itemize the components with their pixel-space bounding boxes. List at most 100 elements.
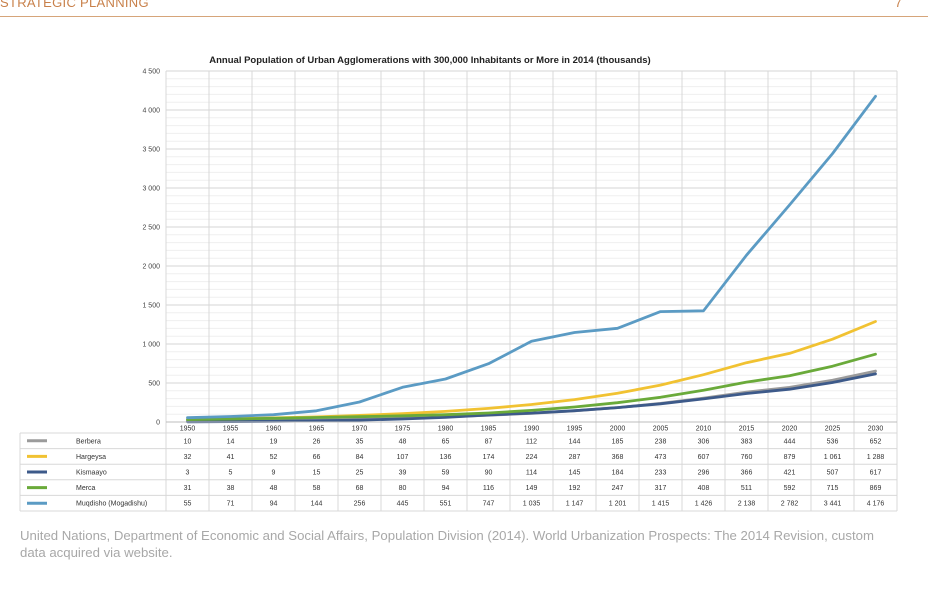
legend-label: Hargeysa [76, 454, 106, 461]
table-cell: 368 [612, 454, 624, 461]
table-cell: 174 [483, 454, 495, 461]
table-cell: 879 [784, 454, 796, 461]
x-tick-label: 1985 [481, 426, 497, 433]
table-cell: 35 [356, 438, 364, 445]
table-cell: 760 [741, 454, 753, 461]
table-cell: 25 [356, 470, 364, 477]
x-tick-label: 2015 [739, 426, 755, 433]
table-cell: 444 [784, 438, 796, 445]
x-tick-label: 2030 [868, 426, 884, 433]
table-cell: 306 [698, 438, 710, 445]
series-line-merca [186, 352, 877, 422]
table-cell: 224 [526, 454, 538, 461]
page-header: STRATEGIC PLANNING 7 [0, 0, 928, 17]
table-cell: 107 [397, 454, 409, 461]
table-cell: 2 782 [781, 501, 799, 508]
table-cell: 238 [655, 438, 667, 445]
table-cell: 507 [827, 470, 839, 477]
table-cell: 1 201 [609, 501, 627, 508]
legend-label: Kismaayo [76, 470, 107, 477]
series-line-muqdisho-mogadishu [186, 94, 877, 420]
table-cell: 52 [270, 454, 278, 461]
table-cell: 747 [483, 501, 495, 508]
table-cell: 421 [784, 470, 796, 477]
table-cell: 1 035 [523, 501, 541, 508]
table-cell: 144 [569, 438, 581, 445]
table-cell: 71 [227, 501, 235, 508]
y-axis: 0 500 1 000 1 500 2 000 2 500 3 000 3 500 4 000 4… [142, 69, 160, 427]
table-cell: 2 138 [738, 501, 756, 508]
table-cell: 185 [612, 438, 624, 445]
table-cell: 48 [270, 485, 278, 492]
table-cell: 869 [870, 485, 882, 492]
table-cell: 68 [356, 485, 364, 492]
table-cell: 39 [399, 470, 407, 477]
table-cell: 592 [784, 485, 796, 492]
legend-label: Muqdisho (Mogadishu) [76, 501, 147, 508]
table-cell: 80 [399, 485, 407, 492]
x-tick-label: 1995 [567, 426, 583, 433]
table-cell: 19 [270, 438, 278, 445]
table-cell: 536 [827, 438, 839, 445]
source-caption: United Nations, Department of Economic a… [20, 528, 874, 560]
table-cell: 90 [485, 470, 493, 477]
x-tick-label: 2005 [653, 426, 669, 433]
table-cell: 59 [442, 470, 450, 477]
page-number: 7 [894, 0, 902, 10]
x-tick-label: 1970 [352, 426, 368, 433]
table-cell: 247 [612, 485, 624, 492]
table-cell: 149 [526, 485, 538, 492]
x-tick-label: 2020 [782, 426, 798, 433]
data-table: 1950 1955 1960 1965 1970 1975 1980 1985 1990 1995… [19, 421, 897, 512]
table-cell: 192 [569, 485, 581, 492]
table-cell: 87 [485, 438, 493, 445]
table-cell: 84 [356, 454, 364, 461]
table-cell: 32 [184, 454, 192, 461]
x-tick-label: 1980 [438, 426, 454, 433]
x-tick-label: 1990 [524, 426, 540, 433]
table-cell: 652 [870, 438, 882, 445]
table-cell: 94 [270, 501, 278, 508]
y-tick-label: 2 500 [142, 225, 160, 232]
table-cell: 607 [698, 454, 710, 461]
x-tick-label: 2000 [610, 426, 626, 433]
table-cell: 551 [440, 501, 452, 508]
table-cell: 114 [526, 470, 537, 477]
table-cell: 617 [870, 470, 882, 477]
table-cell: 383 [741, 438, 753, 445]
table-cell: 66 [313, 454, 321, 461]
table-cell: 38 [227, 485, 235, 492]
table-cell: 112 [526, 438, 537, 445]
x-tick-label: 1975 [395, 426, 411, 433]
legend-label: Berbera [76, 438, 101, 445]
table-cell: 317 [655, 485, 667, 492]
table-cell: 65 [442, 438, 450, 445]
chart-title: Annual Population of Urban Agglomeration… [209, 55, 650, 66]
x-tick-label: 2025 [825, 426, 841, 433]
y-tick-label: 3 000 [142, 186, 160, 193]
table-cell: 31 [184, 485, 192, 492]
y-tick-label: 0 [156, 420, 160, 427]
x-tick-label: 1960 [266, 426, 282, 433]
table-cell: 715 [827, 485, 839, 492]
table-cell: 145 [569, 470, 581, 477]
table-cell: 15 [313, 470, 321, 477]
table-cell: 1 426 [695, 501, 713, 508]
table-cell: 445 [397, 501, 409, 508]
y-tick-label: 4 000 [142, 108, 160, 115]
table-cell: 9 [272, 470, 276, 477]
y-tick-label: 2 000 [142, 264, 160, 271]
table-cell: 48 [399, 438, 407, 445]
table-cell: 473 [655, 454, 667, 461]
table-cell: 1 288 [867, 454, 885, 461]
table-cell: 256 [354, 501, 366, 508]
table-cell: 184 [612, 470, 624, 477]
table-cell: 41 [227, 454, 235, 461]
table-cell: 58 [313, 485, 321, 492]
table-cell: 296 [698, 470, 710, 477]
y-tick-label: 1 000 [142, 342, 160, 349]
series-line-kismaayo [186, 372, 877, 424]
table-cell: 3 441 [824, 501, 842, 508]
gridlines [165, 70, 898, 511]
table-cell: 1 147 [566, 501, 584, 508]
